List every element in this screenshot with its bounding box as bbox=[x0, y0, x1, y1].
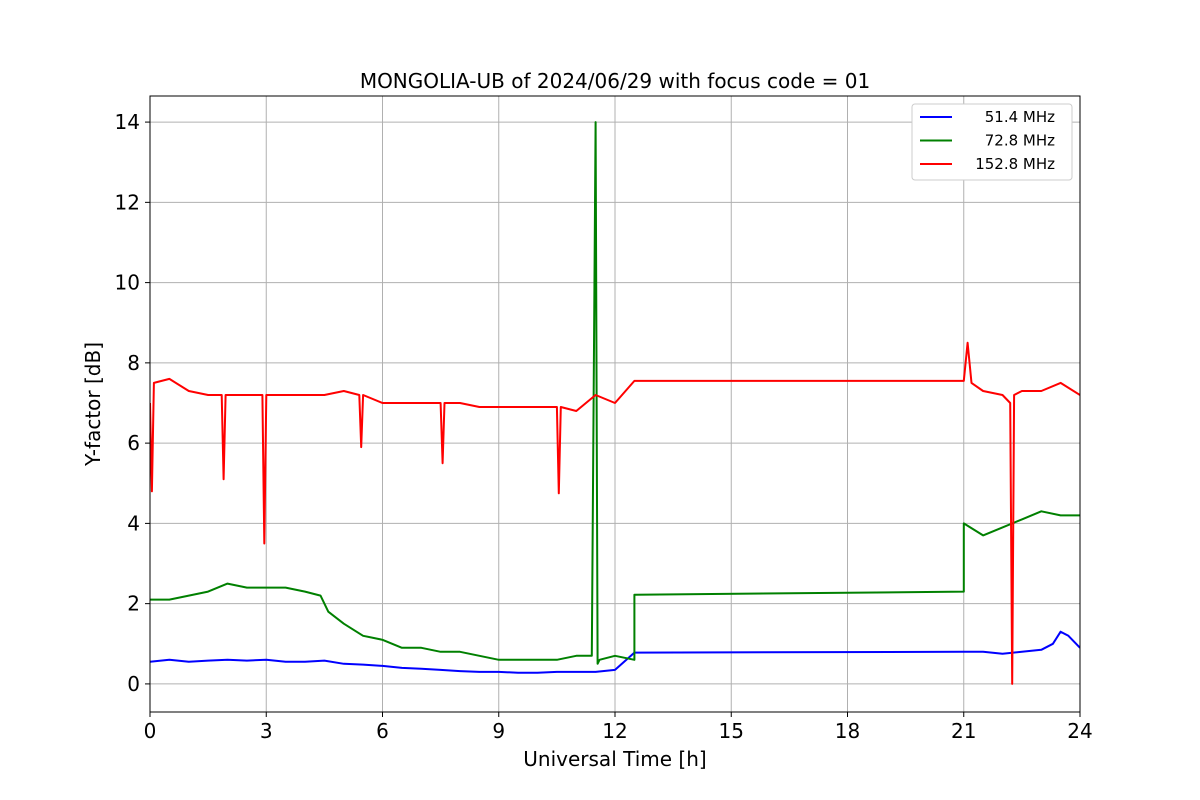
y-tick-label: 2 bbox=[127, 592, 140, 616]
legend: 51.4 MHz 72.8 MHz 152.8 MHz bbox=[911, 103, 1073, 181]
x-tick-label: 18 bbox=[835, 719, 860, 743]
y-tick-label: 4 bbox=[127, 511, 140, 535]
y-tick-label: 12 bbox=[115, 190, 140, 214]
y-axis: 0 2 4 6 8 10 12 14 bbox=[115, 110, 150, 696]
x-axis: 0 3 6 9 12 15 18 21 24 bbox=[144, 712, 1093, 743]
x-tick-label: 15 bbox=[719, 719, 744, 743]
y-tick-label: 6 bbox=[127, 431, 140, 455]
legend-label-2: 72.8 MHz bbox=[985, 132, 1055, 150]
y-tick-label: 10 bbox=[115, 271, 140, 295]
x-tick-label: 3 bbox=[260, 719, 273, 743]
series-line-1 bbox=[150, 630, 1080, 674]
legend-label-3: 152.8 MHz bbox=[975, 155, 1055, 173]
legend-box bbox=[911, 103, 1073, 181]
y-tick-label: 8 bbox=[127, 351, 140, 375]
x-tick-label: 12 bbox=[602, 719, 627, 743]
y-axis-title: Y-factor [dB] bbox=[81, 342, 105, 467]
x-tick-label: 9 bbox=[492, 719, 505, 743]
x-tick-label: 21 bbox=[951, 719, 976, 743]
x-tick-label: 6 bbox=[376, 719, 389, 743]
y-tick-label: 14 bbox=[115, 110, 140, 134]
x-axis-title: Universal Time [h] bbox=[523, 747, 706, 771]
series-line-3 bbox=[150, 341, 1080, 685]
x-tick-label: 0 bbox=[144, 719, 157, 743]
x-tick-label: 24 bbox=[1067, 719, 1092, 743]
series-layer bbox=[150, 121, 1080, 685]
legend-label-1: 51.4 MHz bbox=[985, 108, 1055, 126]
series-line-2 bbox=[150, 121, 1080, 665]
chart-title: MONGOLIA-UB of 2024/06/29 with focus cod… bbox=[360, 69, 870, 93]
y-tick-label: 0 bbox=[127, 672, 140, 696]
